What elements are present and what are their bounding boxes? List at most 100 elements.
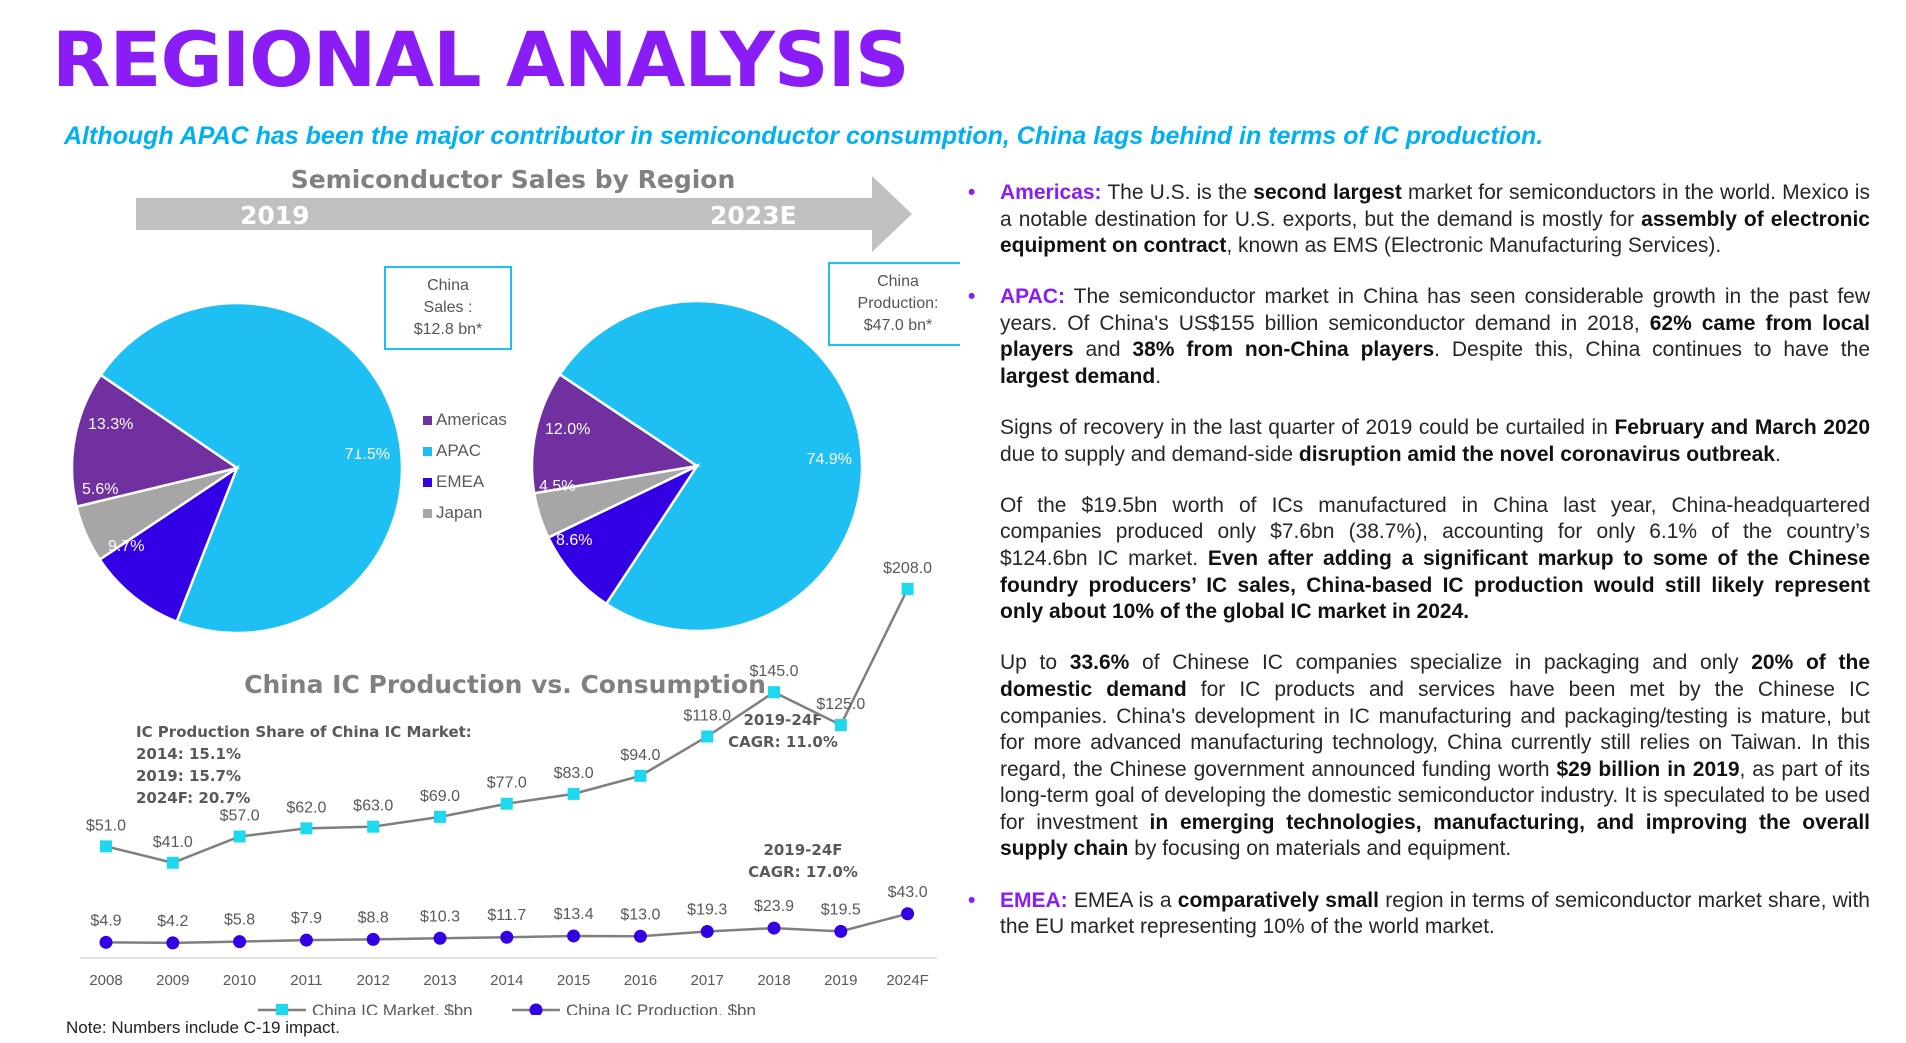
production-data-label: $11.7 <box>487 907 526 924</box>
share-annotation-line3: 2019: 15.7% <box>136 767 241 785</box>
market-data-label: $125.0 <box>816 696 865 713</box>
production-data-label: $19.5 <box>821 901 861 918</box>
market-data-label: $118.0 <box>683 707 731 724</box>
x-tick-label: 2024F <box>886 972 929 989</box>
pie-slice-apac <box>557 299 864 633</box>
cagr-market-annotation: 2019-24F CAGR: 11.0% <box>728 711 838 751</box>
legend-label-emea: EMEA <box>436 472 485 491</box>
legend-label-americas: Americas <box>436 410 507 429</box>
emphasis-text: disruption amid the novel coronavirus ou… <box>1298 442 1775 466</box>
pie-chart-2019: 13.3% 71.5% 9.7% 5.6% <box>70 301 404 635</box>
region-heading: APAC: <box>1000 285 1065 309</box>
page-subtitle: Although APAC has been the major contrib… <box>64 122 1544 150</box>
production-data-label: $23.9 <box>754 898 794 915</box>
production-data-label: $19.3 <box>687 902 727 919</box>
emphasis-text: comparatively small <box>1177 888 1379 912</box>
callout-china-production: China Production: $47.0 bn* <box>777 262 960 471</box>
x-tick-label: 2009 <box>156 972 189 989</box>
production-point <box>233 935 247 949</box>
x-tick-label: 2012 <box>357 972 390 989</box>
market-point <box>367 820 380 833</box>
callout-china-production-line2: Production: <box>858 295 939 312</box>
body-text: . Despite this, China continues to have … <box>1434 338 1870 362</box>
market-point <box>500 797 513 810</box>
line-chart-plot: $51.0 $41.0 $57.0 $62.0 $63.0 $69.0 $77.0 $83.0… <box>86 560 932 989</box>
emphasis-text: assembly of electronic equipment on cont… <box>1000 207 1870 258</box>
bullet-icon: • <box>968 285 976 309</box>
emphasis-text: $29 billion in 2019 <box>1556 757 1740 781</box>
market-data-label: $63.0 <box>353 798 393 815</box>
line-chart-title: China IC Production vs. Consumption <box>244 670 766 699</box>
x-tick-label: 2011 <box>290 972 322 989</box>
body-text: The semiconductor market in China has se… <box>1000 285 1870 335</box>
production-point <box>834 924 848 938</box>
body-text: EMEA is a <box>1067 888 1178 912</box>
market-point <box>300 822 313 835</box>
production-point <box>500 930 514 944</box>
market-point <box>100 840 112 853</box>
body-text: Of the $19.5bn worth of ICs manufactured… <box>1000 493 1870 571</box>
body-text: and <box>1073 338 1133 362</box>
production-data-label: $4.2 <box>157 913 188 930</box>
emphasis-text: 33.6% <box>1069 651 1130 675</box>
emphasis-text: 20% of the domestic demand <box>1000 651 1870 701</box>
sales-section-title: Semiconductor Sales by Region <box>291 165 736 194</box>
callout-china-sales-line1: China <box>427 277 469 294</box>
body-text: region in terms of semiconductor market … <box>1000 888 1870 939</box>
body-text: . <box>1774 442 1781 466</box>
x-tick-label: 2008 <box>89 972 122 989</box>
market-data-label: $83.0 <box>554 765 594 782</box>
cagr-market-line1: 2019-24F <box>743 711 822 729</box>
callout-china-sales-line2: Sales : <box>424 299 473 316</box>
market-point <box>901 582 914 595</box>
timeline-arrow <box>136 176 912 252</box>
market-point <box>567 787 580 800</box>
commentary-paragraph: Signs of recovery in the last quarter of… <box>965 415 1870 468</box>
share-annotation-line4: 2024F: 20.7% <box>136 789 250 807</box>
body-text: of Chinese IC companies specialize in pa… <box>1129 651 1752 675</box>
production-point <box>299 933 313 947</box>
body-text: Up to <box>1000 651 1070 675</box>
market-point <box>834 719 847 731</box>
callout-china-production-line3: $47.0 bn* <box>864 317 933 334</box>
pie-slice-emea <box>546 462 701 606</box>
pie-label-japan: 4.5% <box>539 478 575 495</box>
market-point <box>233 830 246 843</box>
body-text: by focusing on materials and equipment. <box>1128 837 1512 861</box>
legend-production-label: China IC Production, $bn <box>566 1001 756 1015</box>
commentary-paragraph: Up to 33.6% of Chinese IC companies spec… <box>965 650 1870 863</box>
emphasis-text: in emerging technologies, manufacturing,… <box>1000 810 1870 861</box>
emphasis-text: second largest <box>1253 181 1402 204</box>
production-data-label: $5.8 <box>224 912 255 929</box>
legend-swatch-japan <box>423 509 432 518</box>
pie-slice-americas <box>70 373 241 509</box>
production-point <box>633 929 647 943</box>
emphasis-text: 62% came from local players <box>1000 311 1870 362</box>
pie-label-apac: 71.5% <box>345 446 390 463</box>
pie-label-americas: 13.3% <box>88 416 133 433</box>
body-text: , known as EMS (Electronic Manufacturing… <box>1226 234 1722 258</box>
body-text: The U.S. is the <box>1101 181 1254 204</box>
market-data-label: $94.0 <box>620 747 660 764</box>
share-annotation-line2: 2014: 15.1% <box>136 745 241 763</box>
market-data-label: $77.0 <box>487 775 527 792</box>
commentary-column: • Americas: The U.S. is the second larges… <box>965 180 1870 965</box>
cagr-production-line1: 2019-24F <box>763 841 842 859</box>
legend-label-japan: Japan <box>436 503 482 522</box>
pie-slice-emea <box>97 464 240 624</box>
cagr-production-line2: CAGR: 17.0% <box>748 863 858 881</box>
callout-china-sales-line3: $12.8 bn* <box>414 321 483 338</box>
market-point <box>768 686 780 699</box>
market-data-label: $57.0 <box>220 808 260 825</box>
production-point <box>99 935 113 949</box>
emphasis-text: largest demand <box>1000 365 1156 389</box>
legend-swatch-apac <box>423 447 432 456</box>
x-tick-label: 2014 <box>490 972 523 989</box>
charts-panel: Semiconductor Sales by Region 2019 2023E… <box>70 165 960 1015</box>
callout-china-sales: China Sales : $12.8 bn* <box>336 266 512 479</box>
arrow-end-label: 2023E <box>710 201 797 230</box>
production-point <box>767 921 781 935</box>
emphasis-text: February and March 2020 <box>1614 416 1870 440</box>
production-point <box>366 932 380 946</box>
body-text: Signs of recovery in the last quarter of… <box>1000 416 1615 440</box>
